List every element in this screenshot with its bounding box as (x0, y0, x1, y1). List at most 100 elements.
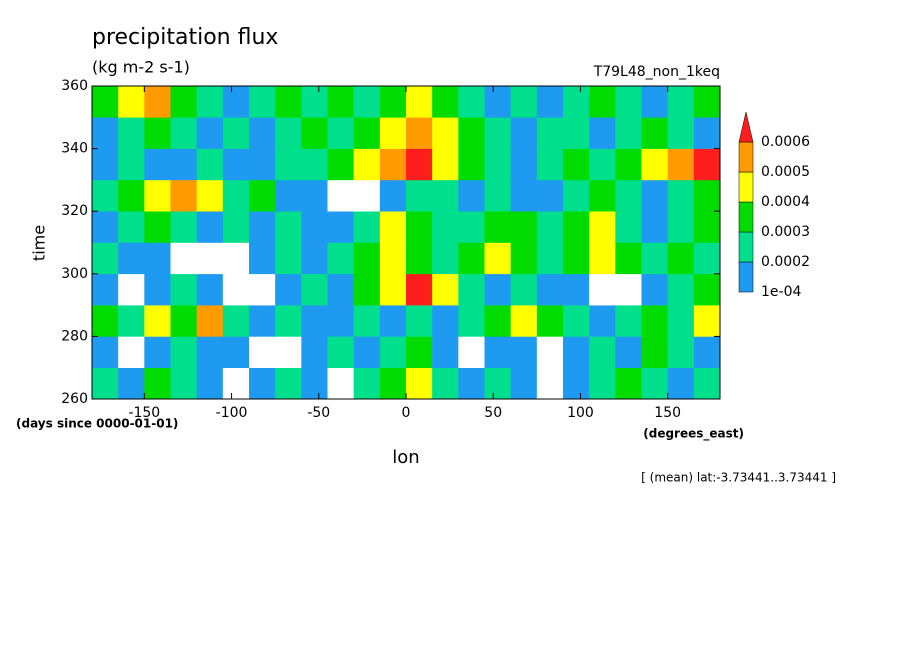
contour-cell (170, 336, 197, 368)
contour-cell (693, 211, 721, 243)
contour-cell (249, 179, 276, 212)
contour-cell (327, 148, 354, 181)
contour-cell (327, 367, 354, 400)
contour-cell (196, 305, 224, 337)
contour-cell (301, 148, 328, 181)
colorbar-label: 1e-04 (761, 284, 801, 300)
contour-cell (301, 367, 328, 400)
contour-cell (301, 211, 328, 243)
x-tick-label: -50 (307, 405, 330, 421)
contour-cell (92, 86, 119, 118)
contour-cell (406, 148, 433, 181)
contour-cell (484, 211, 511, 243)
contour-cell (667, 117, 695, 149)
contour-cell (275, 211, 302, 243)
contour-cell (170, 242, 197, 275)
chart-subtitle: (kg m-2 s-1) (92, 58, 190, 77)
contour-cell (92, 179, 119, 212)
contour-cell (432, 179, 459, 212)
contour-cell (144, 336, 171, 368)
contour-cell (301, 86, 328, 118)
contour-cell (458, 242, 485, 275)
contour-cell (536, 367, 564, 400)
contour-cell (249, 148, 276, 181)
contour-cell (432, 367, 459, 400)
contour-cell (92, 242, 119, 275)
contour-cell (327, 273, 354, 306)
contour-cell (301, 305, 328, 337)
contour-cell (484, 179, 511, 212)
contour-cell (563, 242, 590, 275)
contour-cell (144, 242, 171, 275)
contour-cell (118, 305, 145, 337)
contour-cell (196, 148, 224, 181)
contour-cell (222, 242, 250, 275)
contour-cell (353, 367, 381, 400)
contour-cell (275, 336, 302, 368)
contour-cell (432, 273, 459, 306)
contour-cell (379, 86, 407, 118)
contour-cell (118, 117, 145, 149)
contour-cell (432, 148, 459, 181)
contour-cell (458, 211, 485, 243)
contour-cell (379, 117, 407, 149)
contour-cell (589, 179, 616, 212)
contour-cell (301, 336, 328, 368)
contour-cell (510, 367, 538, 400)
contour-cell (222, 367, 250, 400)
contour-cell (327, 211, 354, 243)
colorbar-box (738, 171, 754, 203)
contour-cell (118, 86, 145, 118)
contour-cell (510, 242, 538, 275)
contour-cell (170, 179, 197, 212)
contour-cell (196, 367, 224, 400)
colorbar-label: 0.0003 (761, 224, 810, 240)
contour-cell (510, 179, 538, 212)
contour-cell (693, 179, 721, 212)
contour-cell (379, 211, 407, 243)
y-tick-label: 320 (61, 203, 88, 219)
contour-cell (589, 242, 616, 275)
contour-cell (406, 273, 433, 306)
contour-cell (458, 86, 485, 118)
contour-cell (92, 211, 119, 243)
contour-cell (301, 117, 328, 149)
contour-cell (615, 86, 642, 118)
footnote: [ (mean) lat:-3.73441..3.73441 ] (641, 471, 836, 485)
contour-cell (484, 148, 511, 181)
contour-cell (406, 367, 433, 400)
contour-cell (615, 367, 642, 400)
contour-cell (379, 336, 407, 368)
colorbar-label: 0.0005 (761, 164, 810, 180)
contour-cell (275, 242, 302, 275)
contour-cell (275, 86, 302, 118)
contour-cell (563, 86, 590, 118)
contour-cell (536, 336, 564, 368)
contour-cell (589, 86, 616, 118)
contour-cell (275, 273, 302, 306)
contour-cell (432, 117, 459, 149)
contour-cell (667, 211, 695, 243)
contour-cell (536, 179, 564, 212)
contour-cell (249, 86, 276, 118)
contour-cell (249, 367, 276, 400)
contour-cell (249, 336, 276, 368)
contour-cell (536, 273, 564, 306)
contour-cell (641, 242, 668, 275)
contour-cell (458, 273, 485, 306)
contour-cell (484, 336, 511, 368)
contour-cell (379, 148, 407, 181)
contour-cell (510, 86, 538, 118)
colorbar-box (738, 141, 754, 173)
contour-cell (667, 367, 695, 400)
y-tick-label: 260 (61, 391, 88, 407)
contour-cell (510, 117, 538, 149)
contour-cell (406, 242, 433, 275)
colorbar-box (738, 231, 754, 263)
contour-cell (563, 305, 590, 337)
contour-cell (222, 148, 250, 181)
contour-cell (301, 179, 328, 212)
contour-cell (275, 367, 302, 400)
contour-cell (693, 242, 721, 275)
contour-cell (275, 305, 302, 337)
